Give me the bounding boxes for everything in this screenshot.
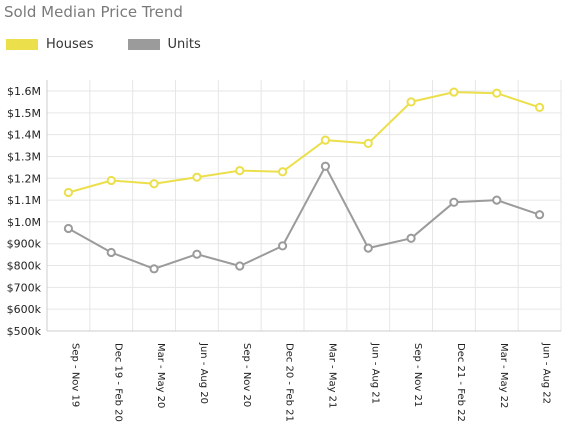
chart-title: Sold Median Price Trend [4, 3, 183, 21]
legend-item-houses[interactable]: Houses [6, 37, 94, 52]
data-point-houses[interactable] [363, 138, 373, 148]
legend-swatch-houses [6, 39, 38, 50]
x-tick-label: Mar - May 20 [155, 343, 166, 408]
y-tick-label: $600k [7, 303, 42, 316]
data-point-units[interactable] [534, 210, 545, 220]
x-tick-label: Dec 20 - Feb 21 [284, 343, 295, 422]
x-tick-label: Sep - Nov 19 [69, 343, 80, 407]
data-point-houses[interactable] [106, 175, 116, 186]
y-tick-label: $700k [7, 281, 42, 294]
y-tick-label: $1.1M [7, 194, 41, 207]
data-point-units[interactable] [63, 223, 74, 234]
data-point-units[interactable] [106, 247, 116, 258]
data-point-units[interactable] [192, 249, 202, 259]
x-tick-label: Mar - May 21 [326, 343, 337, 408]
data-point-houses[interactable] [235, 166, 245, 176]
data-point-units[interactable] [149, 264, 159, 274]
y-tick-label: $900k [7, 238, 42, 251]
data-point-units[interactable] [449, 197, 459, 207]
legend-item-units[interactable]: Units [127, 37, 201, 52]
x-tick-label: Sep - Nov 21 [412, 343, 423, 407]
series-line-houses [68, 91, 540, 194]
data-point-houses[interactable] [406, 97, 416, 107]
y-tick-label: $500k [7, 325, 42, 338]
x-tick-label: Jun - Aug 20 [198, 342, 209, 404]
series-line-units [67, 165, 540, 270]
data-point-houses[interactable] [149, 179, 159, 189]
data-point-houses[interactable] [277, 167, 288, 177]
y-tick-label: $800k [7, 260, 42, 273]
x-tick-label: Mar - May 22 [498, 343, 509, 408]
y-tick-label: $1.6M [7, 85, 41, 98]
data-point-units[interactable] [406, 233, 416, 243]
y-tick-label: $1.0M [7, 216, 41, 229]
x-tick-label: Dec 19 - Feb 20 [112, 343, 123, 422]
legend-label-units: Units [167, 37, 201, 52]
legend-swatch-units [127, 39, 160, 50]
data-point-houses[interactable] [192, 172, 202, 182]
data-point-houses[interactable] [63, 187, 74, 198]
data-point-units[interactable] [320, 161, 331, 171]
x-tick-label: Jun - Aug 21 [369, 342, 380, 404]
data-point-units[interactable] [492, 195, 502, 205]
data-point-units[interactable] [277, 241, 288, 251]
x-tick-label: Jun - Aug 22 [541, 342, 552, 404]
legend: Houses Units [6, 37, 235, 52]
data-point-units[interactable] [235, 261, 245, 271]
data-point-houses[interactable] [449, 87, 459, 97]
y-tick-label: $1.3M [7, 150, 41, 163]
data-point-houses[interactable] [534, 102, 545, 112]
y-tick-label: $1.4M [7, 129, 41, 142]
data-point-houses[interactable] [492, 88, 502, 98]
y-tick-label: $1.2M [7, 172, 41, 185]
data-point-units[interactable] [363, 243, 373, 253]
data-point-houses[interactable] [320, 135, 331, 145]
legend-label-houses: Houses [46, 37, 94, 52]
x-tick-label: Sep - Nov 20 [241, 343, 252, 407]
x-tick-label: Dec 21 - Feb 22 [455, 343, 466, 422]
y-tick-label: $1.5M [7, 107, 41, 120]
